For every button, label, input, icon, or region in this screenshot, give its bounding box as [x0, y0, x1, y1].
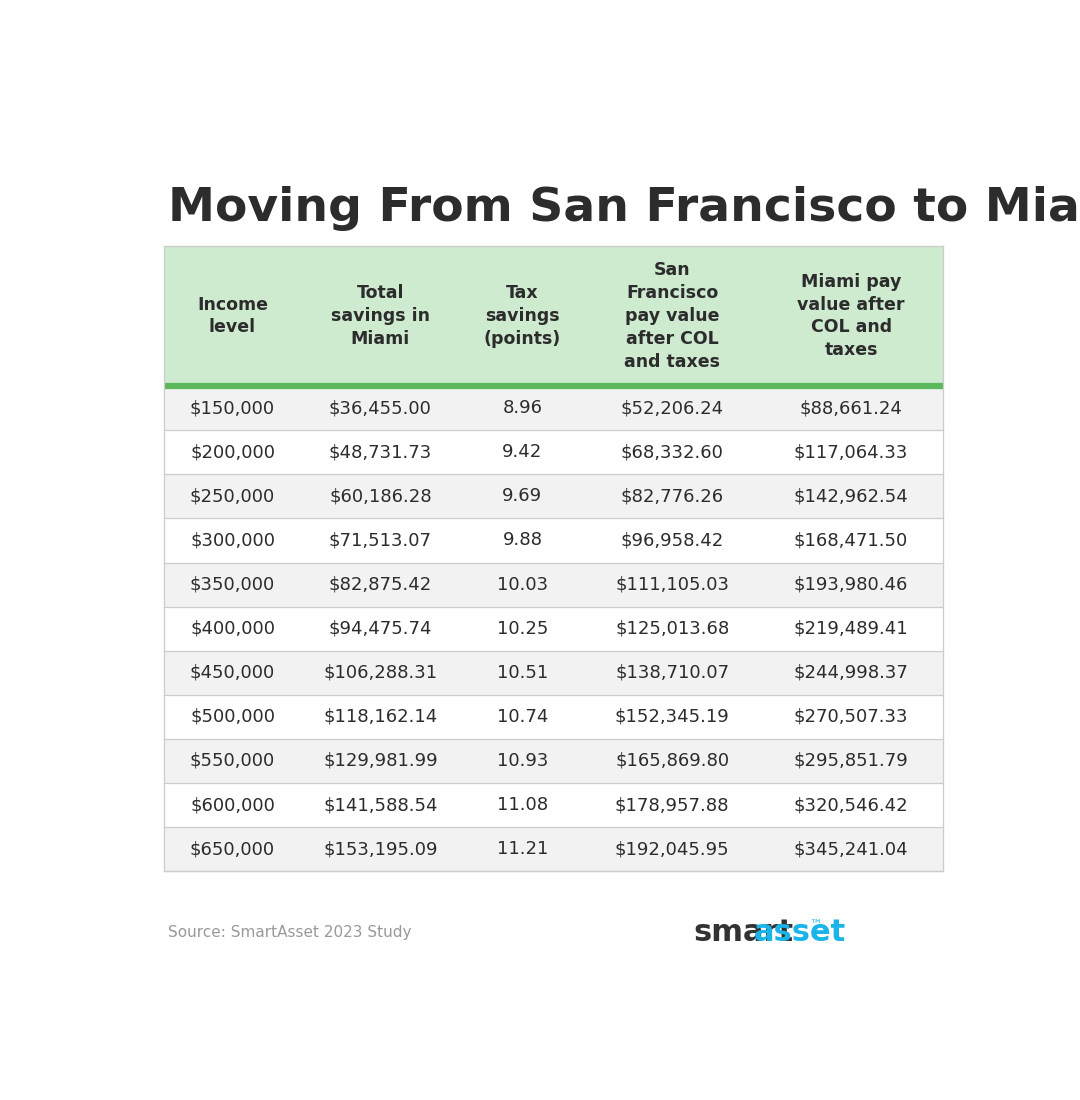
Text: $88,661.24: $88,661.24 — [799, 399, 903, 417]
Text: 10.93: 10.93 — [497, 752, 548, 770]
FancyBboxPatch shape — [164, 783, 943, 827]
Text: $111,105.03: $111,105.03 — [616, 575, 729, 594]
Text: $68,332.60: $68,332.60 — [621, 443, 724, 461]
Text: $36,455.00: $36,455.00 — [329, 399, 432, 417]
Text: Miami pay
value after
COL and
taxes: Miami pay value after COL and taxes — [797, 273, 905, 360]
Text: $450,000: $450,000 — [190, 663, 275, 682]
Text: $129,981.99: $129,981.99 — [323, 752, 437, 770]
FancyBboxPatch shape — [164, 562, 943, 606]
Text: $142,962.54: $142,962.54 — [794, 487, 908, 505]
Text: $82,875.42: $82,875.42 — [328, 575, 432, 594]
Text: San
Francisco
pay value
after COL
and taxes: San Francisco pay value after COL and ta… — [624, 261, 720, 371]
FancyBboxPatch shape — [164, 739, 943, 783]
Text: $168,471.50: $168,471.50 — [794, 531, 908, 550]
Text: $500,000: $500,000 — [190, 708, 275, 726]
Text: $350,000: $350,000 — [190, 575, 275, 594]
Text: 8.96: 8.96 — [502, 399, 542, 417]
Text: $250,000: $250,000 — [190, 487, 275, 505]
Text: Total
savings in
Miami: Total savings in Miami — [330, 284, 430, 348]
Text: $244,998.37: $244,998.37 — [794, 663, 908, 682]
Text: 10.03: 10.03 — [497, 575, 548, 594]
FancyBboxPatch shape — [164, 827, 943, 871]
Text: $270,507.33: $270,507.33 — [794, 708, 908, 726]
Text: Income
level: Income level — [197, 296, 268, 337]
Text: $52,206.24: $52,206.24 — [621, 399, 724, 417]
Text: $153,195.09: $153,195.09 — [323, 840, 437, 858]
Text: $125,013.68: $125,013.68 — [615, 619, 729, 638]
FancyBboxPatch shape — [164, 518, 943, 562]
Text: $219,489.41: $219,489.41 — [794, 619, 908, 638]
Text: $94,475.74: $94,475.74 — [328, 619, 432, 638]
Text: 11.21: 11.21 — [497, 840, 548, 858]
Text: $192,045.95: $192,045.95 — [615, 840, 729, 858]
Text: $60,186.28: $60,186.28 — [329, 487, 432, 505]
Text: 9.42: 9.42 — [502, 443, 542, 461]
Text: Moving From San Francisco to Miami: Moving From San Francisco to Miami — [167, 186, 1080, 231]
Text: 11.08: 11.08 — [497, 796, 548, 814]
Text: $295,851.79: $295,851.79 — [794, 752, 908, 770]
Text: $300,000: $300,000 — [190, 531, 275, 550]
FancyBboxPatch shape — [164, 246, 943, 386]
Text: $178,957.88: $178,957.88 — [615, 796, 729, 814]
Text: Tax
savings
(points): Tax savings (points) — [484, 284, 561, 348]
Text: 10.25: 10.25 — [497, 619, 548, 638]
Text: $345,241.04: $345,241.04 — [794, 840, 908, 858]
Text: $400,000: $400,000 — [190, 619, 275, 638]
Text: $118,162.14: $118,162.14 — [323, 708, 437, 726]
Text: $150,000: $150,000 — [190, 399, 275, 417]
FancyBboxPatch shape — [164, 430, 943, 474]
Text: ™: ™ — [809, 920, 822, 933]
Text: $152,345.19: $152,345.19 — [615, 708, 729, 726]
Text: $200,000: $200,000 — [190, 443, 275, 461]
Text: $138,710.07: $138,710.07 — [616, 663, 729, 682]
FancyBboxPatch shape — [164, 474, 943, 518]
Text: asset: asset — [754, 918, 846, 947]
Text: $165,869.80: $165,869.80 — [616, 752, 729, 770]
Text: 10.51: 10.51 — [497, 663, 548, 682]
Text: $320,546.42: $320,546.42 — [794, 796, 908, 814]
Text: $96,958.42: $96,958.42 — [621, 531, 724, 550]
Text: $141,588.54: $141,588.54 — [323, 796, 437, 814]
Text: $550,000: $550,000 — [190, 752, 275, 770]
FancyBboxPatch shape — [164, 695, 943, 739]
Text: $106,288.31: $106,288.31 — [323, 663, 437, 682]
Text: 10.74: 10.74 — [497, 708, 548, 726]
Text: $117,064.33: $117,064.33 — [794, 443, 908, 461]
Text: $650,000: $650,000 — [190, 840, 275, 858]
Text: $71,513.07: $71,513.07 — [329, 531, 432, 550]
FancyBboxPatch shape — [164, 651, 943, 695]
Text: $48,731.73: $48,731.73 — [328, 443, 432, 461]
Text: 9.88: 9.88 — [502, 531, 542, 550]
Text: Source: SmartAsset 2023 Study: Source: SmartAsset 2023 Study — [167, 925, 411, 940]
Text: smart: smart — [693, 918, 793, 947]
Text: $82,776.26: $82,776.26 — [621, 487, 724, 505]
FancyBboxPatch shape — [164, 386, 943, 430]
Text: 9.69: 9.69 — [502, 487, 542, 505]
FancyBboxPatch shape — [164, 606, 943, 651]
Text: $193,980.46: $193,980.46 — [794, 575, 908, 594]
Text: $600,000: $600,000 — [190, 796, 275, 814]
